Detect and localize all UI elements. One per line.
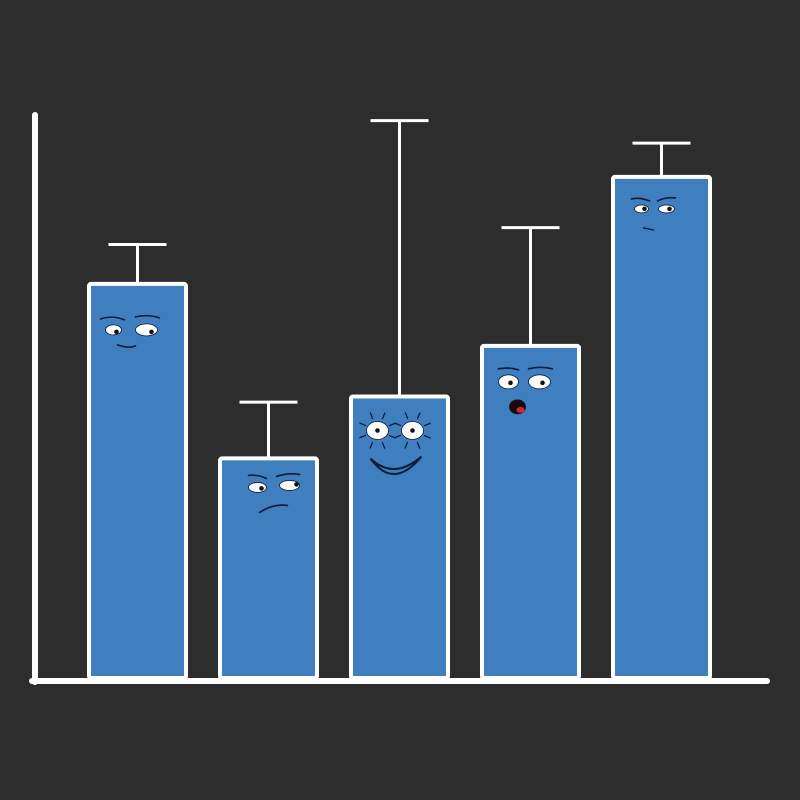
bar-group: [480, 226, 581, 680]
mouth: [116, 344, 137, 348]
bar: [611, 174, 712, 680]
eyelash: [416, 412, 421, 420]
eyelash: [369, 412, 374, 420]
eyebrow: [656, 196, 677, 202]
pupil: [375, 428, 380, 433]
bars-group: [87, 119, 712, 680]
bar-group: [349, 119, 450, 680]
pupil: [259, 486, 264, 491]
bar-group: [87, 242, 188, 680]
eyebrow: [134, 314, 161, 319]
eyelash: [404, 412, 409, 420]
eyelash: [416, 441, 421, 449]
pupil: [114, 329, 119, 335]
eyebrow: [275, 472, 301, 478]
eye: [528, 374, 551, 390]
eyelash: [423, 434, 431, 439]
bar-face: [497, 366, 554, 415]
pupil: [642, 206, 647, 212]
bar: [480, 343, 581, 680]
pupil: [508, 380, 513, 386]
pupil: [540, 380, 545, 386]
smile-mouth: [369, 455, 423, 475]
eyelash: [404, 441, 409, 449]
eye: [105, 324, 122, 336]
bar: [87, 281, 188, 680]
eyebrow: [247, 474, 268, 480]
bar: [349, 394, 450, 680]
eyebrow: [630, 197, 651, 202]
eyebrow: [99, 316, 126, 321]
bar-face: [630, 196, 677, 231]
eye: [248, 482, 267, 493]
eye: [279, 480, 300, 491]
eyebrow: [527, 366, 554, 370]
eyelash: [359, 422, 367, 427]
eyelash: [423, 422, 431, 427]
pupil: [667, 206, 672, 212]
bar-face: [99, 314, 161, 348]
eyelash: [388, 434, 396, 439]
eyelash: [394, 434, 402, 439]
bar: [218, 456, 319, 680]
tongue: [516, 406, 525, 413]
pupil: [149, 329, 154, 335]
eye: [658, 204, 675, 214]
eyelash: [381, 441, 386, 449]
bar-group: [218, 400, 319, 680]
mouth: [258, 504, 289, 514]
eyelash: [394, 422, 402, 427]
bar-group: [611, 141, 712, 680]
eyelash: [388, 422, 396, 427]
mouth: [642, 227, 655, 231]
eyelash: [359, 434, 367, 439]
eyebrow: [497, 367, 520, 371]
pupil: [410, 428, 415, 433]
eye: [135, 323, 158, 337]
eyelash: [381, 412, 386, 420]
bar-face: [359, 412, 431, 475]
eyelash: [369, 441, 374, 449]
pupil: [294, 482, 299, 487]
bar-face: [247, 472, 301, 514]
